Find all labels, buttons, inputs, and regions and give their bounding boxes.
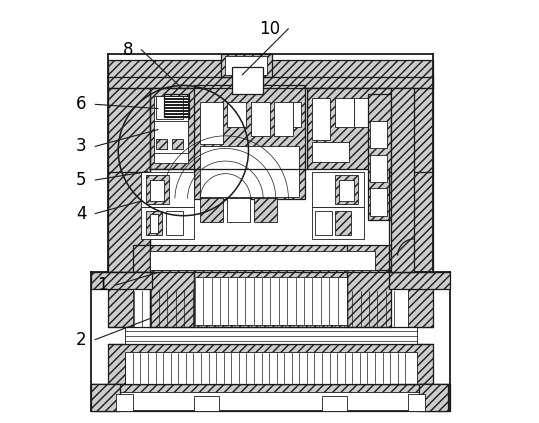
Bar — [408, 394, 425, 411]
Bar — [312, 142, 349, 162]
Bar — [232, 66, 263, 94]
Text: 3: 3 — [76, 137, 87, 155]
Bar — [150, 270, 194, 327]
Text: 4: 4 — [76, 205, 87, 222]
Text: 10: 10 — [259, 20, 280, 38]
Bar — [154, 121, 188, 153]
Bar — [335, 98, 354, 127]
Bar — [150, 179, 164, 201]
Bar — [150, 251, 375, 270]
Bar — [335, 176, 358, 204]
Bar — [347, 270, 391, 327]
Bar — [154, 96, 188, 163]
Bar — [293, 102, 301, 127]
Bar — [274, 102, 293, 136]
Bar — [370, 188, 387, 216]
Bar — [253, 198, 277, 222]
Bar — [91, 272, 152, 289]
Bar — [389, 272, 450, 289]
Bar — [312, 207, 364, 239]
Bar — [108, 60, 433, 88]
Bar — [370, 155, 387, 182]
Bar — [108, 392, 433, 411]
Bar — [133, 245, 391, 272]
Bar — [91, 384, 120, 411]
Bar — [172, 139, 183, 149]
Bar — [125, 352, 417, 384]
Bar — [419, 384, 448, 411]
Bar — [200, 146, 299, 197]
Bar — [146, 176, 169, 204]
Bar — [165, 211, 183, 236]
Text: 5: 5 — [76, 171, 87, 189]
Bar — [200, 102, 223, 144]
Text: 6: 6 — [76, 95, 87, 113]
Bar — [156, 96, 183, 119]
Bar — [141, 172, 194, 207]
Bar — [156, 139, 167, 149]
Bar — [225, 56, 267, 75]
Bar — [194, 85, 305, 199]
Bar — [312, 172, 364, 207]
Bar — [391, 77, 433, 272]
Bar — [354, 98, 372, 127]
Text: 1: 1 — [97, 276, 108, 294]
Bar — [335, 211, 351, 236]
Bar — [108, 344, 433, 384]
Bar — [322, 396, 347, 411]
Bar — [312, 98, 330, 140]
Bar — [164, 94, 189, 116]
Bar — [150, 214, 158, 233]
Bar — [315, 211, 331, 236]
Bar — [194, 396, 219, 411]
Text: 2: 2 — [76, 331, 87, 349]
Bar — [307, 88, 391, 170]
Bar — [251, 102, 270, 136]
Bar — [91, 384, 450, 411]
Bar — [391, 88, 414, 272]
Bar — [116, 394, 133, 411]
Bar — [200, 198, 223, 222]
Bar — [227, 102, 246, 127]
Bar — [150, 88, 223, 170]
Bar — [141, 207, 194, 239]
Bar — [221, 54, 272, 77]
Bar — [108, 272, 433, 327]
Bar — [368, 94, 391, 220]
Bar — [146, 211, 162, 236]
Bar — [133, 289, 408, 327]
Bar — [370, 121, 387, 148]
Bar — [194, 270, 347, 327]
Bar — [108, 77, 150, 272]
Bar — [339, 179, 354, 201]
Bar — [194, 277, 347, 325]
Bar — [226, 198, 250, 222]
Bar — [125, 327, 417, 344]
Text: 8: 8 — [122, 41, 133, 59]
